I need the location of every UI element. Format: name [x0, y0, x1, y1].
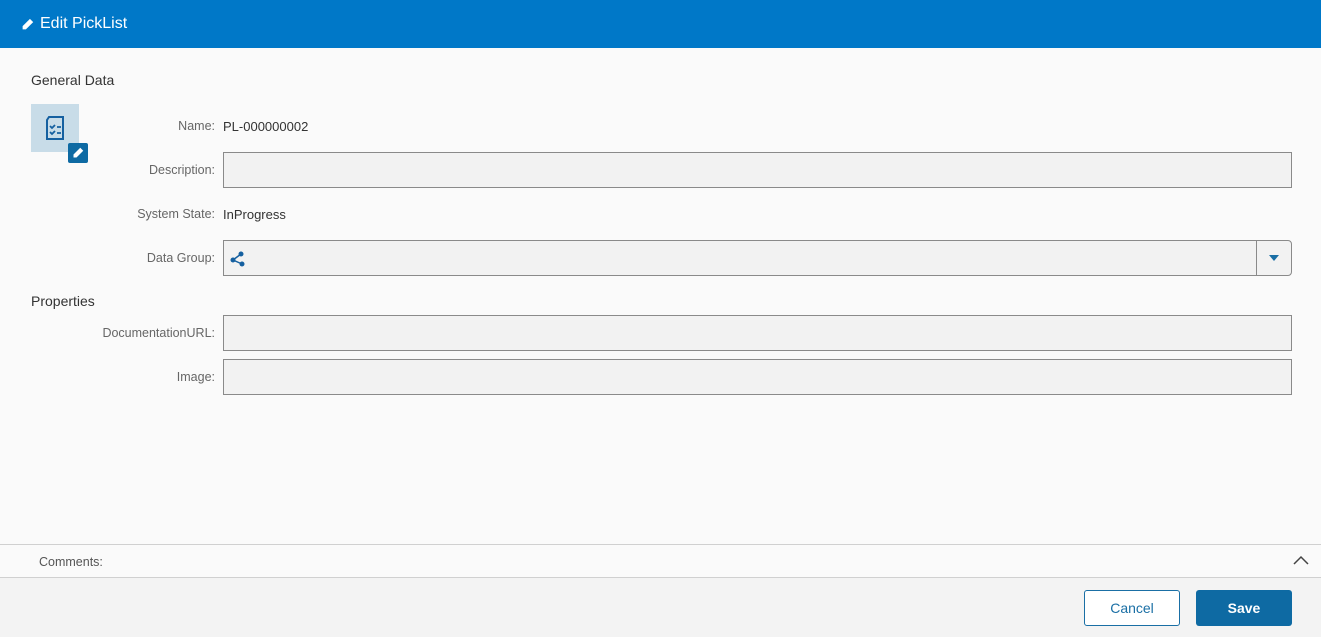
edit-image-button[interactable]: [68, 143, 88, 163]
dialog-footer: Cancel Save: [0, 578, 1321, 637]
system-state-value: InProgress: [223, 207, 286, 222]
data-group-label: Data Group:: [146, 251, 215, 265]
cancel-button[interactable]: Cancel: [1084, 590, 1180, 626]
documentation-url-input[interactable]: [223, 315, 1292, 351]
image-input[interactable]: [223, 359, 1292, 395]
checklist-icon: [46, 116, 64, 140]
name-value: PL-000000002: [223, 119, 309, 134]
data-group-select[interactable]: [223, 240, 1292, 276]
properties-heading: Properties: [31, 293, 95, 309]
picklist-image: [31, 104, 79, 152]
save-button[interactable]: Save: [1196, 590, 1292, 626]
pencil-icon: [22, 18, 34, 29]
description-input[interactable]: [223, 152, 1292, 188]
name-label: Name:: [178, 119, 215, 133]
image-label: Image:: [176, 370, 215, 384]
caret-down-icon: [1269, 255, 1279, 261]
description-label: Description:: [149, 163, 215, 177]
data-group-icon: [230, 251, 245, 267]
general-data-heading: General Data: [31, 72, 115, 88]
comments-label: Comments:: [39, 555, 103, 569]
system-state-label: System State:: [137, 207, 215, 221]
pencil-icon: [73, 147, 84, 158]
dialog-header: Edit PickList: [0, 0, 1321, 48]
data-group-dropdown-button[interactable]: [1256, 241, 1291, 275]
documentation-url-label: DocumentationURL:: [102, 326, 215, 340]
chevron-up-icon[interactable]: [1293, 555, 1309, 565]
dialog-title: Edit PickList: [40, 15, 128, 32]
comments-panel[interactable]: Comments:: [0, 544, 1321, 578]
